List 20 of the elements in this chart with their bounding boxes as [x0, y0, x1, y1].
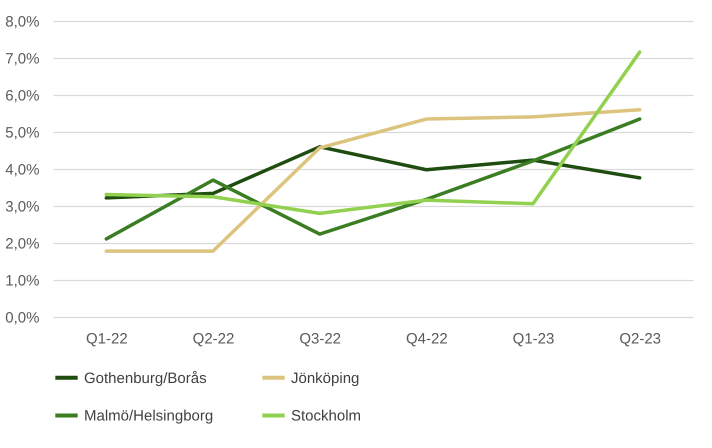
y-tick-label: 7,0% — [5, 50, 40, 68]
x-tick-label: Q3-22 — [299, 330, 342, 348]
y-tick-label: 4,0% — [5, 162, 40, 178]
x-tick-label: Q2-23 — [619, 330, 662, 348]
y-tick-label: 8,0% — [5, 14, 40, 30]
legend-label: Malmö/Helsingborg — [84, 408, 214, 424]
line-series — [104, 50, 642, 216]
legend-label: Stockholm — [291, 408, 362, 424]
legend-label: Gothenburg/Borås — [84, 370, 207, 387]
x-tick-label: Q1-22 — [86, 330, 128, 348]
y-tick-label: 5,0% — [5, 124, 40, 142]
y-tick-label: 0,0% — [5, 310, 40, 326]
x-tick-label: Q2-22 — [192, 330, 234, 348]
x-tick-label: Q4-22 — [406, 330, 448, 348]
x-tick-label: Q1-23 — [512, 330, 554, 348]
legend-label: Jönköping — [291, 370, 360, 387]
y-tick-label: 1,0% — [5, 272, 40, 290]
y-tick-label: 6,0% — [5, 88, 40, 104]
y-tick-label: 3,0% — [5, 198, 40, 216]
y-tick-label: 2,0% — [5, 236, 40, 252]
